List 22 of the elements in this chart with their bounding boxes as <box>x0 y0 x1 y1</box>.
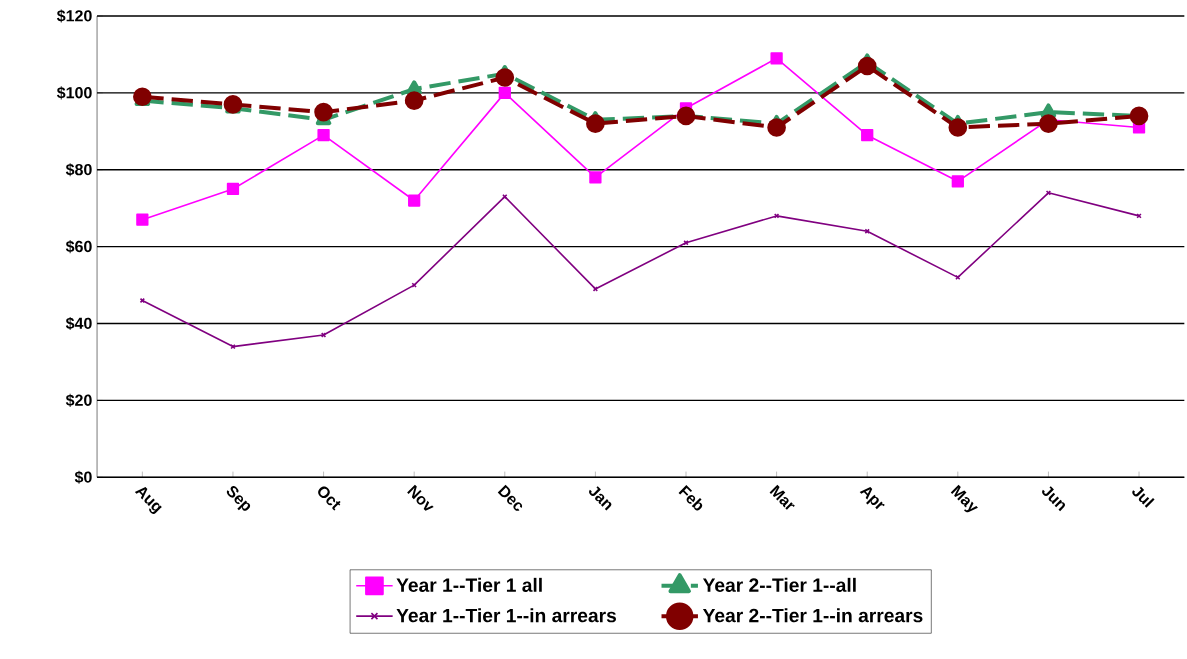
x-tick-label: Jun <box>1042 486 1066 512</box>
x-tick-label: Jan <box>589 486 612 511</box>
legend-label: Year 2--Tier 1--all <box>702 577 856 593</box>
legend-label: Year 2--Tier 1--in arrears <box>702 608 923 623</box>
x-tick-label: Apr <box>859 487 885 510</box>
x-tick-label: Jul <box>1132 486 1155 508</box>
y-tick-label: $80 <box>65 163 92 177</box>
y-tick-label: $100 <box>56 86 92 100</box>
x-tick-label: Nov <box>407 484 434 511</box>
x-tick-label: Dec <box>497 484 523 511</box>
x-tick-label: Aug <box>134 487 162 515</box>
x-tick-label: Feb <box>678 485 703 511</box>
x-tick-label: Mar <box>769 484 795 510</box>
x-tick-label: Sep <box>226 486 251 511</box>
y-tick-label: $120 <box>56 9 92 23</box>
y-tick-label: $20 <box>65 394 92 408</box>
y-tick-label: $0 <box>74 470 92 484</box>
y-tick-label: $60 <box>65 240 92 254</box>
y-tick-label: $40 <box>65 317 92 331</box>
legend-label: Year 1--Tier 1 all <box>396 577 542 593</box>
x-tick-label: Oct <box>318 486 341 511</box>
legend-label: Year 1--Tier 1--in arrears <box>396 608 616 623</box>
